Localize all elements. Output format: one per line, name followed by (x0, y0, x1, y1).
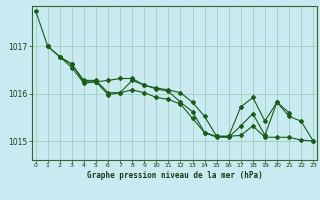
X-axis label: Graphe pression niveau de la mer (hPa): Graphe pression niveau de la mer (hPa) (86, 171, 262, 180)
